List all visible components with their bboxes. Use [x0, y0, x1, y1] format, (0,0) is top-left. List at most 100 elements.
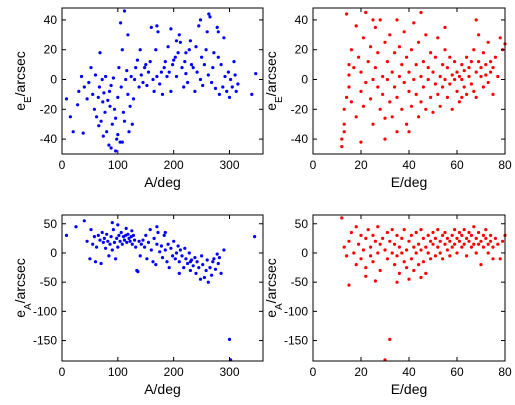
data-point: [122, 119, 127, 123]
data-point: [395, 18, 399, 22]
data-point: [493, 55, 497, 59]
data-point: [445, 66, 449, 70]
data-point: [85, 97, 89, 101]
data-point: [162, 66, 166, 70]
data-point: [378, 268, 382, 273]
data-point: [89, 66, 93, 70]
data-point: [472, 48, 476, 52]
data-point: [431, 230, 435, 235]
data-point: [109, 235, 113, 239]
data-point: [359, 233, 363, 237]
data-point: [496, 74, 500, 79]
data-points: [64, 219, 257, 362]
data-point: [116, 223, 120, 227]
subplot-1: 0 100 200 300 -40 -20 0 20 40 A/deg eE/arcsec: [12, 7, 264, 190]
data-point: [138, 254, 142, 258]
data-point: [217, 256, 221, 260]
data-point: [366, 60, 370, 64]
data-point: [342, 122, 346, 126]
y-axis-label: eE/arcsec: [263, 51, 285, 111]
data-point: [149, 25, 153, 29]
data-point: [443, 230, 447, 235]
y-axis-label: eE/arcsec: [12, 51, 34, 111]
data-point: [91, 242, 95, 246]
data-point: [460, 77, 464, 82]
data-point: [347, 85, 351, 89]
data-point: [144, 233, 148, 237]
data-point: [465, 236, 469, 240]
data-point: [381, 92, 385, 96]
data-point: [208, 266, 212, 270]
data-point: [189, 63, 194, 67]
data-point: [417, 242, 421, 246]
data-point: [383, 116, 387, 120]
data-point: [395, 130, 399, 134]
data-point: [448, 82, 452, 86]
data-point: [230, 85, 234, 89]
axes-frame: [61, 214, 264, 362]
data-point: [107, 89, 112, 93]
data-point: [414, 251, 418, 255]
data-point: [474, 70, 478, 74]
data-point: [364, 236, 368, 240]
data-point: [371, 122, 375, 126]
data-point: [491, 245, 495, 249]
data-point: [340, 145, 344, 149]
data-point: [381, 74, 385, 79]
data-point: [354, 263, 358, 267]
data-point: [409, 104, 413, 108]
data-point: [222, 248, 226, 252]
data-point: [445, 236, 449, 240]
data-point: [115, 236, 119, 240]
data-point: [195, 260, 199, 264]
data-point: [191, 264, 195, 268]
data-point: [486, 40, 490, 44]
data-point: [393, 263, 397, 267]
data-point: [443, 48, 447, 52]
data-point: [101, 134, 105, 138]
data-point: [102, 91, 106, 95]
data-point: [193, 89, 197, 93]
data-point: [97, 124, 101, 128]
data-point: [180, 254, 184, 258]
data-point: [383, 40, 387, 44]
data-point: [107, 254, 111, 258]
data-point: [167, 70, 171, 74]
data-point: [438, 251, 442, 255]
data-point: [467, 239, 471, 243]
data-point: [393, 242, 397, 246]
data-point: [436, 92, 440, 96]
data-point: [364, 10, 368, 15]
x-tick-label: 80: [498, 158, 512, 172]
data-point: [460, 63, 464, 67]
y-tick-label: -50: [40, 275, 58, 289]
y-label-sub: A: [23, 303, 34, 310]
data-point: [347, 239, 351, 243]
data-point: [197, 266, 201, 270]
data-point: [489, 70, 493, 74]
data-point: [74, 225, 78, 229]
data-point: [79, 74, 84, 79]
data-point: [383, 248, 387, 252]
data-point: [491, 257, 495, 261]
y-tick-label: 40: [44, 13, 58, 27]
data-point: [173, 55, 177, 59]
data-point: [366, 228, 370, 232]
data-point: [361, 248, 365, 252]
data-point: [371, 260, 375, 264]
data-point: [219, 271, 223, 275]
data-point: [450, 107, 454, 111]
data-point: [477, 33, 481, 37]
data-point: [498, 36, 502, 40]
data-point: [133, 238, 137, 242]
data-point: [212, 51, 216, 55]
y-tick-label: -20: [291, 102, 309, 116]
data-point: [414, 63, 418, 67]
data-point: [349, 230, 353, 235]
data-point: [95, 245, 99, 249]
data-point: [217, 92, 221, 96]
data-point: [465, 92, 469, 96]
data-point: [479, 263, 483, 267]
data-point: [165, 74, 169, 79]
data-point: [342, 130, 346, 134]
